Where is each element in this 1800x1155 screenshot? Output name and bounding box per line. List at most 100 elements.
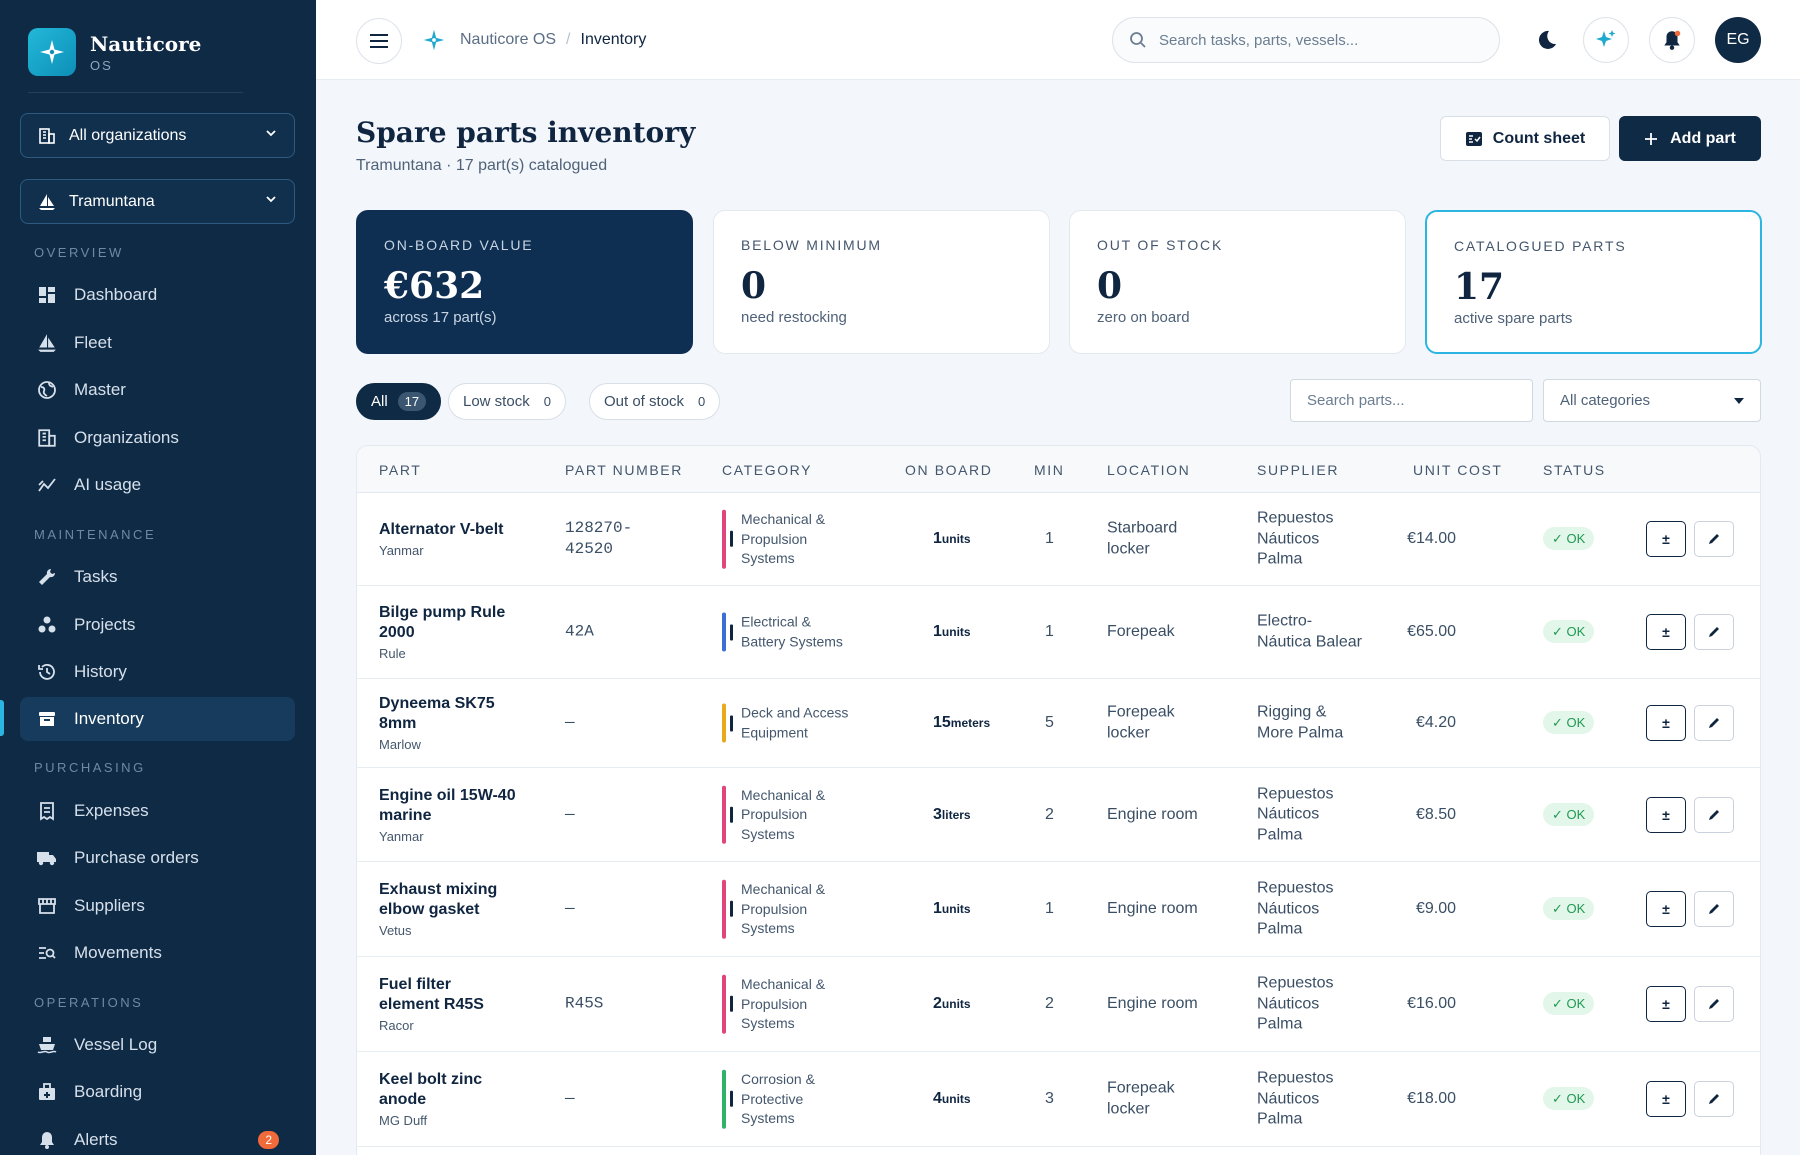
adjust-stock-button[interactable]: ± xyxy=(1646,614,1686,650)
category-cell: Mechanical & Propulsion Systems xyxy=(722,509,825,569)
column-header[interactable]: SUPPLIER xyxy=(1257,462,1340,478)
ship-icon xyxy=(36,1034,58,1056)
edit-part-button[interactable] xyxy=(1694,796,1734,833)
adjust-stock-button[interactable]: ± xyxy=(1646,705,1686,741)
sidebar-item-expenses[interactable]: Expenses xyxy=(20,789,295,833)
menu-button[interactable] xyxy=(356,18,402,64)
kpi-value: €632 xyxy=(384,265,485,307)
column-header[interactable]: PART NUMBER xyxy=(565,462,683,478)
sidebar-item-purchase-orders[interactable]: Purchase orders xyxy=(20,836,295,880)
part-number: R45S xyxy=(565,994,604,1013)
table-row[interactable]: Keel bolt zinc anode MG Duff — Corrosion & … xyxy=(357,1052,1760,1147)
breadcrumb-root[interactable]: Nauticore OS xyxy=(460,31,557,48)
edit-part-button[interactable] xyxy=(1694,986,1734,1022)
top-bar: Nauticore OS / Inventory EG xyxy=(316,0,1800,80)
sidebar-item-label: Movements xyxy=(74,943,162,962)
part-number: 128270- 42520 xyxy=(565,519,633,558)
part-name[interactable]: Keel bolt zinc anode xyxy=(379,1071,483,1108)
column-header[interactable]: UNIT COST xyxy=(1413,462,1503,478)
category-cell: Electrical & Battery Systems xyxy=(722,612,843,652)
theme-toggle-button[interactable] xyxy=(1523,17,1569,63)
adjust-stock-button[interactable]: ± xyxy=(1646,986,1686,1022)
sidebar-item-movements[interactable]: Movements xyxy=(20,931,295,975)
edit-part-button[interactable] xyxy=(1694,614,1734,650)
minimum-quantity: 3 xyxy=(1045,1090,1054,1107)
adjust-stock-button[interactable]: ± xyxy=(1646,796,1686,833)
organization-select[interactable]: All organizations xyxy=(20,113,295,158)
add-part-button[interactable]: Add part xyxy=(1619,116,1761,161)
page-title: Spare parts inventory xyxy=(356,116,696,149)
sidebar-item-boarding[interactable]: Boarding xyxy=(20,1070,295,1114)
sidebar-item-label: Purchase orders xyxy=(74,848,199,867)
table-row[interactable]: Fuel filter element R45S Racor R45S Mechani… xyxy=(357,957,1760,1052)
table-row[interactable]: Dyneema SK75 8mm Marlow — Deck and Access E… xyxy=(357,679,1760,768)
building-icon xyxy=(36,427,58,449)
column-header[interactable]: STATUS xyxy=(1543,462,1606,478)
table-row[interactable]: Exhaust mixing elbow gasket Vetus — Mechani… xyxy=(357,862,1760,957)
column-header[interactable]: MIN xyxy=(1034,462,1065,478)
parts-search-input[interactable] xyxy=(1290,379,1533,422)
kpi-below-minimum[interactable]: BELOW MINIMUM 0 need restocking xyxy=(713,210,1050,354)
part-name[interactable]: Engine oil 15W-40 marine xyxy=(379,786,516,824)
sidebar-item-master[interactable]: Master xyxy=(20,368,295,412)
filter-tab-count: 0 xyxy=(698,394,706,409)
quantity-value: 15 xyxy=(933,714,951,731)
sidebar-item-tasks[interactable]: Tasks xyxy=(20,555,295,599)
sidebar-item-alerts[interactable]: Alerts 2 xyxy=(20,1118,295,1155)
part-name[interactable]: Dyneema SK75 8mm xyxy=(379,695,495,732)
sidebar-item-history[interactable]: History xyxy=(20,650,295,694)
brand[interactable]: Nauticore OS xyxy=(28,28,201,76)
column-header[interactable]: ON BOARD xyxy=(905,462,993,478)
adjust-stock-button[interactable]: ± xyxy=(1646,891,1686,927)
filter-tab-all[interactable]: All 17 xyxy=(356,383,442,420)
sidebar-item-suppliers[interactable]: Suppliers xyxy=(20,884,295,928)
notifications-button[interactable] xyxy=(1649,17,1695,63)
edit-part-button[interactable] xyxy=(1694,705,1734,741)
sidebar-item-ai-usage[interactable]: AI usage xyxy=(20,463,295,507)
user-avatar[interactable]: EG xyxy=(1715,17,1761,63)
sidebar-item-label: Projects xyxy=(74,615,136,634)
global-search-input[interactable] xyxy=(1159,31,1479,49)
edit-part-button[interactable] xyxy=(1694,521,1734,557)
sidebar-item-fleet[interactable]: Fleet xyxy=(20,321,295,365)
adjust-stock-button[interactable]: ± xyxy=(1646,1081,1686,1117)
sidebar-item-vessel-log[interactable]: Vessel Log xyxy=(20,1023,295,1067)
pencil-icon xyxy=(1709,1094,1719,1104)
vessel-select[interactable]: Tramuntana xyxy=(20,179,295,224)
on-board-quantity: 1units xyxy=(933,530,971,548)
status-cell: ✓ OK xyxy=(1543,620,1595,643)
category-color-bar xyxy=(722,785,726,844)
sidebar-item-dashboard[interactable]: Dashboard xyxy=(20,273,295,317)
count-sheet-button[interactable]: Count sheet xyxy=(1440,116,1610,161)
column-header[interactable]: LOCATION xyxy=(1107,462,1191,478)
pencil-icon xyxy=(1709,809,1719,820)
filter-tab-label: Out of stock xyxy=(604,393,685,410)
filter-tab-low-stock[interactable]: Low stock 0 xyxy=(448,383,566,420)
sidebar-item-label: Boarding xyxy=(74,1082,143,1101)
sidebar-item-inventory[interactable]: Inventory xyxy=(20,697,295,741)
column-header[interactable]: CATEGORY xyxy=(722,462,813,478)
filter-tab-out-of-stock[interactable]: Out of stock 0 xyxy=(589,383,721,420)
table-row[interactable]: Engine oil 15W-40 marine Yanmar — Mechanica… xyxy=(357,768,1760,862)
edit-part-button[interactable] xyxy=(1694,891,1734,927)
sidebar-item-organizations[interactable]: Organizations xyxy=(20,416,295,460)
part-name[interactable]: Bilge pump Rule 2000 xyxy=(379,604,506,641)
adjust-stock-button[interactable]: ± xyxy=(1646,521,1686,557)
table-row[interactable]: Bilge pump Rule 2000 Rule 42A Electrical & … xyxy=(357,586,1760,679)
part-name[interactable]: Fuel filter element R45S xyxy=(379,976,484,1013)
kpi-out-of-stock[interactable]: OUT OF STOCK 0 zero on board xyxy=(1069,210,1406,354)
table-row[interactable]: Alternator V-belt Yanmar 128270- 42520 Mech… xyxy=(357,493,1760,586)
section-purchasing: PURCHASING xyxy=(34,760,146,775)
part-name[interactable]: Alternator V-belt xyxy=(379,521,504,538)
part-name[interactable]: Exhaust mixing elbow gasket xyxy=(379,881,498,918)
status-badge: ✓ OK xyxy=(1543,527,1595,550)
edit-part-button[interactable] xyxy=(1694,1081,1734,1117)
sidebar-item-projects[interactable]: Projects xyxy=(20,603,295,647)
category-select[interactable]: All categories xyxy=(1543,379,1761,422)
ai-assistant-button[interactable] xyxy=(1583,17,1629,63)
kpi-catalogued-parts[interactable]: CATALOGUED PARTS 17 active spare parts xyxy=(1425,210,1762,354)
section-overview: OVERVIEW xyxy=(34,245,124,260)
global-search[interactable] xyxy=(1112,17,1500,63)
column-header[interactable]: PART xyxy=(379,462,422,478)
kpi-label: CATALOGUED PARTS xyxy=(1454,238,1627,254)
